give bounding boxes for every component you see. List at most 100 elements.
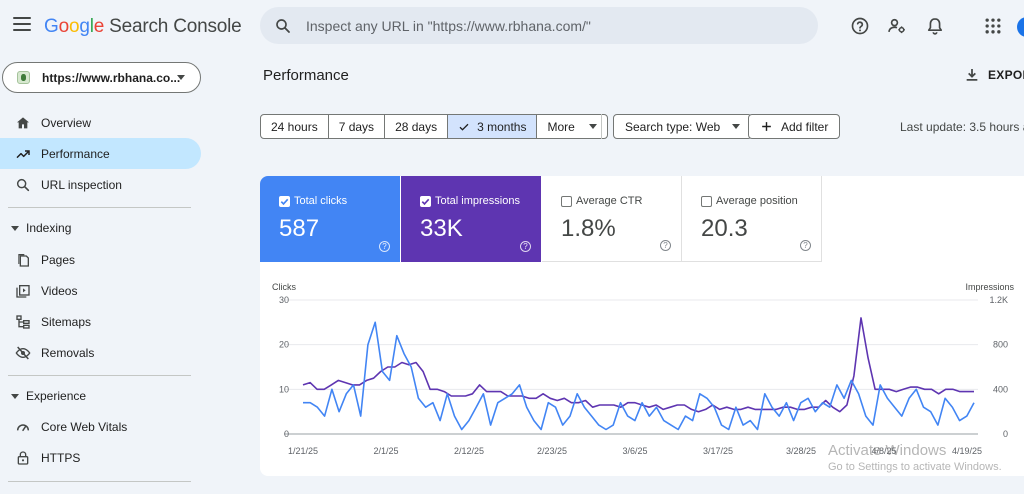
pages-icon [18,253,29,267]
sidebar-divider [8,375,191,376]
chip-label: More [547,119,575,134]
x-tick-label: 1/21/25 [288,446,318,456]
help-icon[interactable] [850,16,870,36]
sidebar-item-label: Performance [41,146,110,161]
sidebar-item-label: Removals [41,345,95,360]
metric-value: 33K [420,215,463,242]
sidebar-item-pages[interactable]: Pages [0,244,201,275]
url-inspect-input[interactable] [306,17,786,34]
logo-letter: o [68,16,80,37]
chip-24-hours[interactable]: 24 hours [261,115,329,138]
metric-label: Total clicks [294,195,348,207]
right-tick-label: 400 [993,384,1008,394]
help-icon[interactable]: ? [660,240,671,251]
sidebar-item-core-web-vitals[interactable]: Core Web Vitals [0,411,201,442]
search-type-filter[interactable]: Search type: Web [613,114,753,139]
x-tick-label: 2/1/25 [373,446,398,456]
right-tick-label: 800 [993,340,1008,350]
right-tick-label: 0 [1003,429,1008,439]
help-icon[interactable]: ? [520,241,531,252]
plus-icon [762,122,771,131]
x-tick-label: 3/6/25 [622,446,647,456]
sidebar-item-label: Overview [41,115,92,130]
chip-more[interactable]: More [537,115,606,138]
metric-label: Average CTR [576,195,643,207]
chip-28-days[interactable]: 28 days [385,115,449,138]
section-indexing[interactable]: Indexing [0,216,200,240]
avatar[interactable] [1017,17,1024,37]
help-icon[interactable]: ? [800,240,811,251]
main-menu-icon[interactable] [13,17,31,31]
help-icon[interactable]: ? [379,241,390,252]
left-tick-label: 30 [279,295,289,305]
left-axis-title: Clicks [272,282,296,292]
watermark-subtitle: Go to Settings to activate Windows. [828,461,1002,473]
metric-average-position[interactable]: Average position 20.3 ? [682,176,822,262]
sidebar-item-url-inspection[interactable]: URL inspection [0,169,201,200]
checkbox-checked-icon[interactable] [279,196,290,207]
sidebar-item-performance[interactable]: Performance [0,138,201,169]
sidebar-item-label: Sitemaps [41,314,92,329]
x-tick-label: 4/8/25 [871,446,896,456]
metric-label: Average position [716,195,798,207]
logo-letter: l [89,16,94,37]
clicks-series-line [303,321,975,431]
chip-label: 24 hours [271,119,318,134]
sidebar-item-https[interactable]: HTTPS [0,442,201,473]
sidebar-item-sitemaps[interactable]: Sitemaps [0,306,201,337]
manage-users-icon[interactable] [887,16,907,36]
sidebar-item-overview[interactable]: Overview [0,107,201,138]
left-tick-label: 0 [284,429,289,439]
sidebar-item-videos[interactable]: Videos [0,275,201,306]
property-label: https://www.rbhana.co... [42,70,181,85]
check-icon [459,123,469,131]
download-icon [966,69,978,81]
section-label: Experience [26,389,87,403]
section-experience[interactable]: Experience [0,384,200,408]
date-range-chips: 24 hours 7 days 28 days 3 months More [260,114,608,139]
x-tick-label: 4/19/25 [952,446,982,456]
sidebar-item-removals[interactable]: Removals [0,337,201,368]
sidebar-item-label: Videos [41,283,78,298]
chip-3-months[interactable]: 3 months [448,115,538,138]
export-button[interactable]: EXPOR [964,67,1024,83]
search-type-label: Search type: Web [625,119,721,134]
property-selector[interactable]: https://www.rbhana.co... [2,62,201,93]
metric-value: 1.8% [561,215,616,242]
top-bar: Google Search Console [0,0,1024,56]
chevron-down-icon [588,124,597,129]
add-filter-button[interactable]: Add filter [748,114,841,139]
x-tick-label: 2/12/25 [454,446,484,456]
site-favicon-icon [17,71,30,84]
chip-7-days[interactable]: 7 days [329,115,386,138]
sidebar-item-label: HTTPS [41,450,81,465]
metric-value: 587 [279,215,320,242]
url-inspect-bar[interactable] [260,7,818,44]
metric-total-clicks[interactable]: Total clicks 587 ? [260,176,400,262]
sidebar-item-label: URL inspection [41,177,122,192]
export-label: EXPOR [988,68,1024,82]
sidebar-divider [8,207,191,208]
logo-letter: o [58,16,70,37]
metric-average-ctr[interactable]: Average CTR 1.8% ? [542,176,682,262]
checkbox-unchecked-icon[interactable] [701,196,712,207]
filter-divider [601,114,602,139]
app-logo[interactable]: Google Search Console [44,16,242,38]
checkbox-unchecked-icon[interactable] [561,196,572,207]
x-tick-label: 3/17/25 [703,446,733,456]
last-update-text: Last update: 3.5 hours a [900,120,1024,134]
chevron-down-icon [177,75,185,80]
page-title: Performance [263,67,349,84]
search-icon [276,18,290,33]
metric-total-impressions[interactable]: Total impressions 33K ? [401,176,541,262]
right-tick-label: 1.2K [989,295,1008,305]
left-tick-label: 10 [279,384,289,394]
chevron-down-icon [11,393,19,399]
checkbox-checked-icon[interactable] [420,196,431,207]
apps-icon[interactable] [983,16,1003,36]
notifications-icon[interactable] [925,16,945,36]
speed-icon [16,423,30,431]
chip-label: 28 days [395,119,438,134]
videos-icon [16,284,30,298]
app-title: Search Console [109,16,242,37]
